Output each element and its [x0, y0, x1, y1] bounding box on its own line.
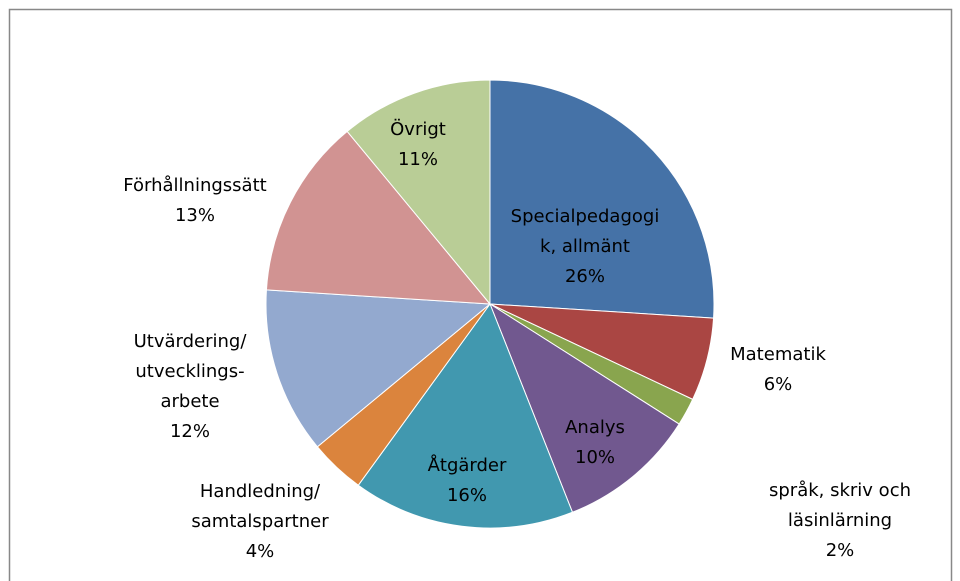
pie-slice — [488, 302, 680, 513]
category-label: Handledning/ samtalspartner — [191, 481, 329, 532]
value-label: 26% — [564, 266, 605, 287]
pie-slice — [357, 302, 574, 529]
category-label: Förhållningssätt — [123, 175, 267, 196]
category-label: Analys — [565, 417, 625, 438]
value-label: 4% — [245, 541, 275, 562]
slice-label: Förhållningssätt 13% — [123, 171, 266, 231]
value-label: 6% — [763, 374, 793, 395]
pie-slice — [265, 130, 492, 305]
value-label: 12% — [169, 421, 210, 442]
slice-label: språk, skriv och läsinlärning 2% — [769, 476, 911, 566]
slice-label: Handledning/ samtalspartner 4% — [191, 477, 328, 567]
pie-slice — [265, 289, 492, 448]
category-label: Specialpedagogi k, allmänt — [510, 206, 660, 257]
slice-label: Matematik 6% — [730, 340, 826, 400]
category-label: Matematik — [730, 344, 826, 365]
slice-label: Övrigt 11% — [390, 115, 446, 175]
pie-slice — [489, 79, 715, 319]
value-label: 2% — [825, 540, 855, 561]
value-label: 11% — [397, 149, 438, 170]
category-label: Utvärdering/ utvecklings- arbete — [133, 331, 247, 412]
value-label: 10% — [574, 447, 616, 468]
category-label: Åtgärder — [427, 455, 507, 476]
category-label: Övrigt — [390, 119, 446, 140]
slice-label: Åtgärder 16% — [428, 451, 507, 511]
slice-label: Specialpedagogi k, allmänt 26% — [511, 202, 660, 292]
value-label: 13% — [174, 205, 215, 226]
slice-label: Analys 10% — [565, 413, 625, 473]
pie-slice — [346, 79, 491, 306]
value-label: 16% — [446, 485, 487, 506]
slice-label: Utvärdering/ utvecklings- arbete 12% — [134, 327, 247, 447]
category-label: språk, skriv och läsinlärning — [769, 480, 911, 531]
